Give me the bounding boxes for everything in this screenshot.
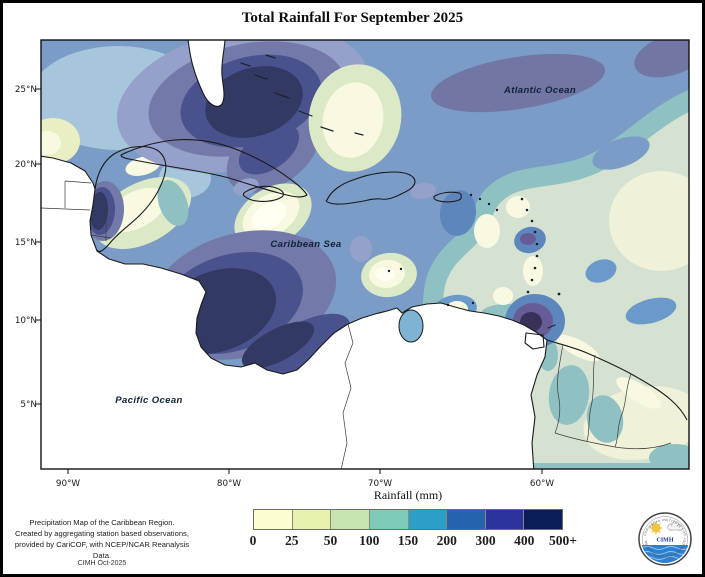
credit-text: CIMH Oct-2025: [77, 560, 127, 567]
legend-tick: 300: [475, 533, 496, 548]
lat-label-15n: 15°N: [15, 238, 37, 248]
coastlines: [41, 139, 688, 469]
legend-swatch: [485, 510, 525, 529]
pacific-ocean-label: Pacific Ocean: [115, 395, 183, 406]
lat-label-20n: 20°N: [15, 160, 37, 170]
legend-swatch: [408, 510, 448, 529]
lat-label-5n: 5°N: [20, 400, 37, 410]
legend-swatch: [254, 510, 293, 529]
lon-label-70w: 70°W: [368, 479, 393, 489]
rainfall-map: Atlantic Ocean Caribbean Sea Pacific Oce…: [15, 39, 690, 489]
caption-line: Created by aggregating station based obs…: [15, 529, 189, 538]
legend-swatch: [292, 510, 332, 529]
cimh-logo: CIMH CARIBBEAN INSTITUTE FOR METEOROLOGY…: [638, 512, 692, 566]
lat-label-10n: 10°N: [15, 316, 37, 326]
cuba-coast: [120, 139, 308, 198]
lon-label-90w: 90°W: [56, 479, 81, 489]
logo-acronym: CIMH: [657, 538, 674, 544]
puerto-rico-coast: [433, 191, 462, 203]
lake-maracaibo: [398, 309, 424, 343]
caribbean-sea-label: Caribbean Sea: [270, 239, 341, 250]
legend-tick: 25: [285, 533, 299, 548]
legend-tick: 150: [397, 533, 419, 548]
legend-tick: 0: [249, 533, 257, 548]
lat-label-25n: 25°N: [15, 85, 37, 95]
legend-tick: 50: [323, 533, 338, 548]
legend-tick: 200: [436, 533, 457, 548]
axis-ticks: [35, 88, 543, 474]
legend-swatch: [369, 510, 409, 529]
legend-swatch: [447, 510, 486, 529]
legend-tick: 100: [359, 533, 380, 548]
page-title: Total Rainfall For September 2025: [241, 10, 464, 26]
landmass: [41, 40, 548, 469]
lon-label-80w: 80°W: [217, 479, 242, 489]
legend-colorbar: [253, 509, 563, 530]
map-caption: Precipitation Map of the Caribbean Regio…: [5, 517, 199, 561]
atlantic-ocean-label: Atlantic Ocean: [503, 85, 576, 96]
lat-axis-labels: 25°N 20°N 15°N 10°N 5°N: [15, 85, 37, 410]
guiana-coast: [546, 339, 688, 421]
jamaica-coast: [242, 185, 284, 202]
yucatan-coast: [94, 145, 167, 253]
lon-label-60w: 60°W: [530, 479, 555, 489]
sun-icon: [649, 521, 663, 535]
florida: [187, 40, 226, 107]
hispaniola-coast: [325, 171, 416, 205]
legend-swatch: [331, 510, 370, 529]
legend-title: Rainfall (mm): [373, 488, 443, 502]
caption-line: provided by CariCOF, with NCEP/NCAR Rean…: [14, 540, 190, 560]
lon-axis-labels: 90°W 80°W 70°W 60°W: [56, 479, 555, 489]
legend-tick: 500+: [549, 533, 577, 548]
caption-line: Precipitation Map of the Caribbean Regio…: [29, 518, 175, 527]
legend-swatch: [524, 510, 562, 529]
map-frame: [40, 39, 690, 470]
trinidad-coast: [524, 332, 545, 350]
legend-tick: 400: [514, 533, 535, 548]
cloud-icon: [667, 521, 683, 531]
small-islands: [240, 54, 561, 329]
